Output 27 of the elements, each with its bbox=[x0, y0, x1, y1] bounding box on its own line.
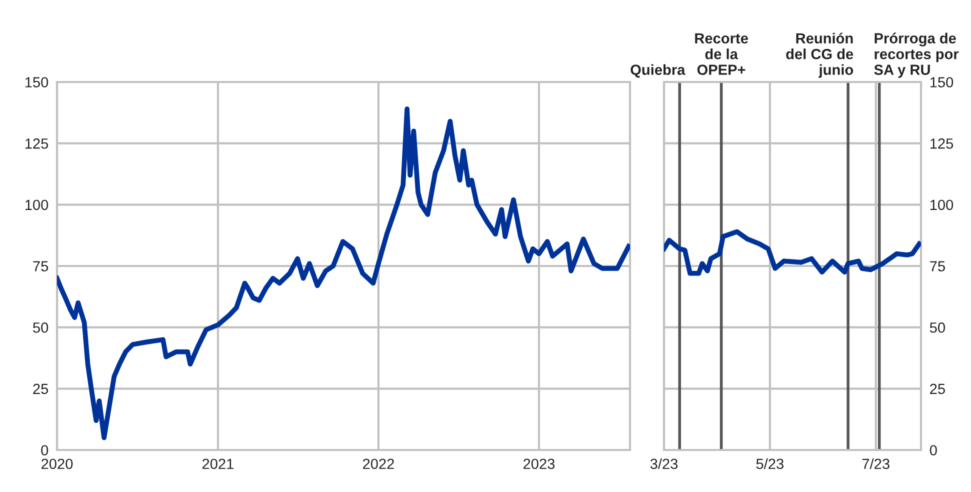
x-tick-label: 2023 bbox=[523, 458, 555, 470]
x-tick-label: 5/23 bbox=[756, 458, 784, 470]
y-tick-label: 125 bbox=[25, 138, 48, 149]
line-series bbox=[664, 229, 921, 276]
y-tick-label: 50 bbox=[930, 322, 945, 333]
x-tick-label: 3/23 bbox=[650, 458, 678, 470]
ref-line-label: Reunión del CG de junio bbox=[786, 32, 854, 78]
x-tick-label: 2021 bbox=[202, 458, 234, 470]
ref-line-label: Recorte de la OPEP+ bbox=[695, 33, 748, 75]
line-series bbox=[57, 106, 630, 440]
x-tick-label: 2020 bbox=[42, 458, 73, 470]
y-tick-label: 0 bbox=[930, 445, 937, 456]
y-tick-label: 100 bbox=[25, 200, 48, 210]
ref-line-label: Prórroga de recortes por SA y RU bbox=[874, 32, 959, 78]
x-tick-label: 7/23 bbox=[862, 458, 890, 470]
y-tick-label: 50 bbox=[33, 322, 48, 333]
y-tick-label: 0 bbox=[41, 445, 48, 456]
y-tick-label: 100 bbox=[930, 200, 954, 210]
y-tick-label: 125 bbox=[930, 138, 954, 149]
y-tick-label: 75 bbox=[33, 261, 48, 272]
y-tick-label: 25 bbox=[33, 384, 48, 394]
ref-line-label: Quiebra bbox=[630, 64, 686, 78]
y-tick-label: 150 bbox=[25, 77, 48, 88]
x-tick-label: 2022 bbox=[362, 458, 394, 470]
y-tick-label: 25 bbox=[930, 384, 945, 394]
y-tick-label: 75 bbox=[930, 261, 945, 272]
y-tick-label: 150 bbox=[930, 77, 954, 88]
